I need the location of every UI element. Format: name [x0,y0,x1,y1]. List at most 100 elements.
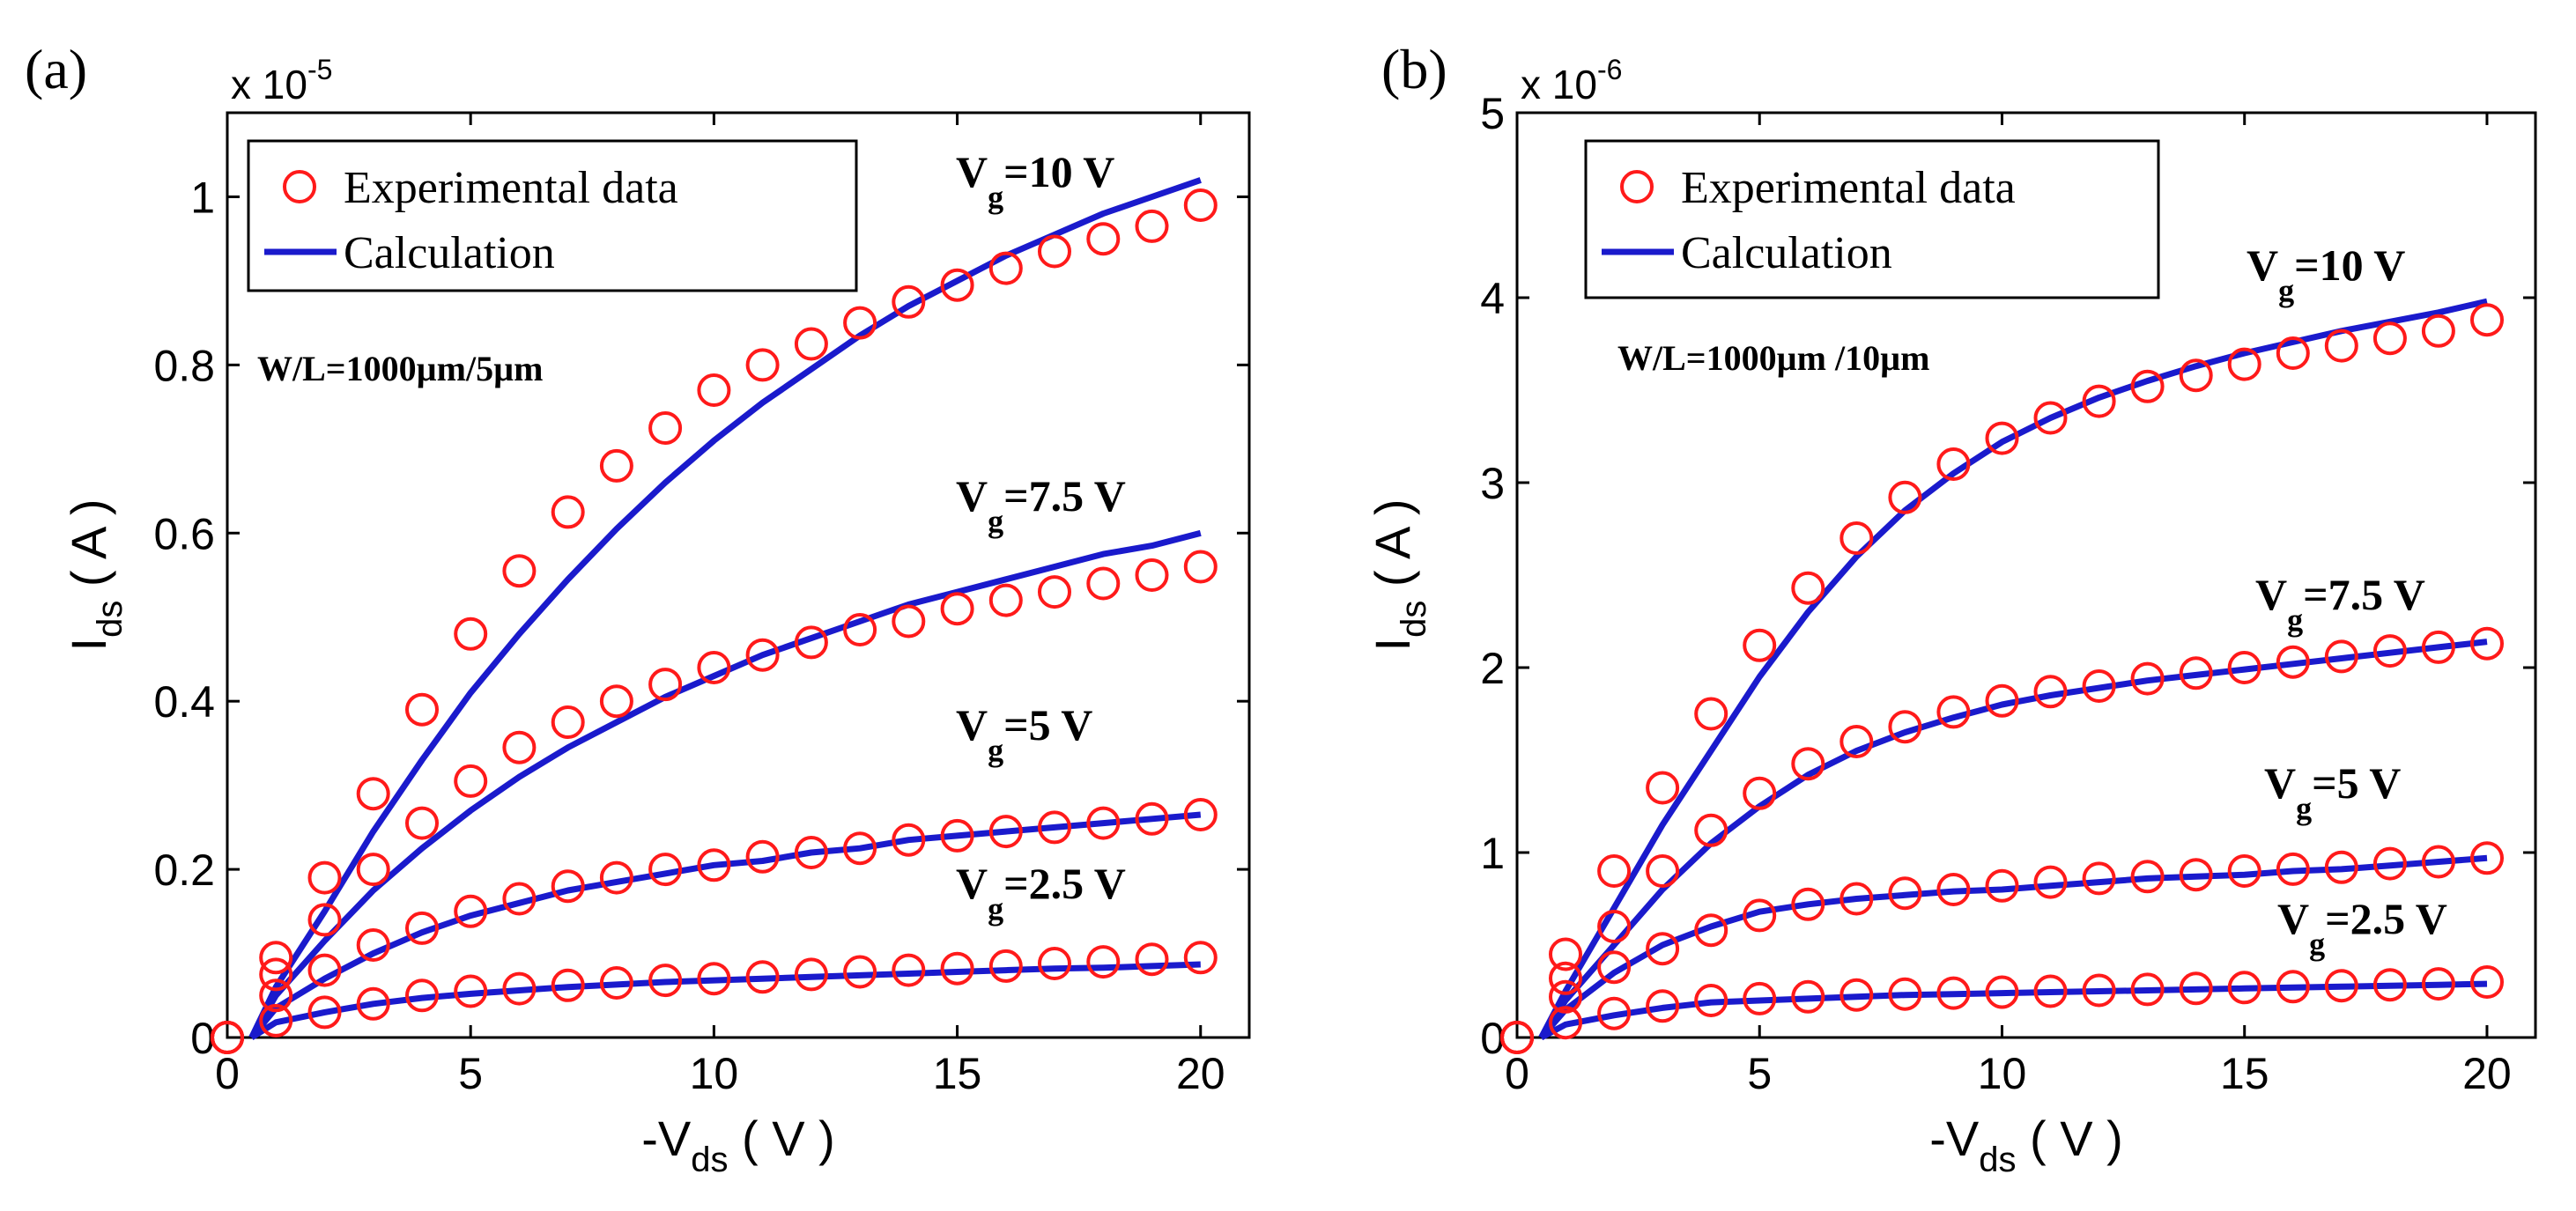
experimental-point [1086,945,1121,979]
curve-label-main: V [956,147,988,196]
experimental-point [502,730,537,764]
experimental-point [2082,669,2116,703]
curve-label-sub: g [988,180,1003,215]
experimental-point [794,836,828,869]
experimental-point [1888,876,1922,911]
x-axis-label-unit: ( V ) [2016,1111,2122,1166]
experimental-point [2470,626,2504,661]
experimental-point [745,638,780,672]
experimental-point [1086,806,1121,840]
y-axis-label-unit: ( A ) [1365,499,1420,601]
experimental-point [892,284,926,319]
experimental-point [988,583,1023,617]
experimental-point [2372,846,2407,881]
y-axis-label-sub: ds [1395,601,1433,638]
experimental-point [2130,369,2165,403]
experimental-point [697,373,731,407]
experimental-point [1791,979,1825,1014]
experimental-point [1135,558,1169,592]
y-tick-label: 1 [190,173,215,222]
experimental-point [1086,222,1121,256]
experimental-point [599,860,633,895]
curve-label-sub: g [988,733,1003,768]
curve-label-main: V [956,700,988,749]
experimental-point [1038,234,1071,269]
experimental-point [1183,941,1218,975]
x-tick-label: 20 [2462,1049,2512,1098]
experimental-point [1086,566,1121,601]
experimental-point [2470,841,2504,875]
experimental-point [1839,521,1874,555]
curve-label-sub: g [988,891,1003,927]
experimental-point [307,995,342,1030]
y-axis-label: Ids ( A ) [61,499,130,652]
curve-label-rest: =10 V [1003,147,1114,196]
experimental-point [307,860,342,895]
legend-label-calculation: Calculation [344,228,555,278]
experimental-point [794,625,828,660]
experimental-point [2082,861,2116,896]
calculation-line-4 [249,961,1201,1040]
experimental-point [843,955,877,989]
experimental-point [940,268,974,302]
experimental-point [259,1003,293,1037]
experimental-point [1597,910,1632,943]
legend-label-calculation: Calculation [1681,228,1892,278]
experimental-point [2276,970,2310,1004]
experimental-point [1646,771,1680,805]
experimental-point [307,953,342,987]
calculation-line-3 [1538,854,2488,1040]
experimental-point [2324,969,2358,1003]
experimental-point [405,978,439,1013]
x-tick-label: 20 [1176,1049,1225,1098]
x-tick-label: 10 [690,1049,739,1098]
experimental-point [892,604,926,639]
curve-label-sub: g [988,504,1003,539]
x-axis-label-sub: ds [691,1141,728,1179]
experimental-point [843,306,877,340]
curve-label-rest: =7.5 V [1003,471,1126,521]
experimental-point [843,613,877,646]
experimental-point [1888,710,1922,744]
legend: Experimental data Calculation [247,139,858,292]
curve-label-rest: =7.5 V [2303,570,2425,619]
experimental-point [1135,801,1169,836]
y-tick-label: 0.8 [153,341,215,390]
experimental-point [1839,725,1874,758]
experimental-point [211,1021,244,1054]
experimental-point [454,764,488,798]
experimental-point [1500,1021,1534,1054]
experimental-point [2324,850,2358,884]
experimental-point [599,448,633,483]
experimental-point [307,903,342,937]
experimental-point [1549,1006,1582,1040]
x-tick-label: 5 [1747,1049,1772,1098]
experimental-point [2421,630,2455,664]
experimental-point [1694,913,1728,948]
experimental-point [259,978,293,1013]
panel-label: (b) [1381,38,1447,100]
curve-label: Vg=10 V [956,147,1114,215]
calculation-line-2 [248,529,1202,1039]
experimental-point [2324,639,2358,674]
curve-label-rest: =5 V [2312,758,2401,808]
y-tick-label: 4 [1480,274,1505,323]
experimental-point [1985,868,2019,903]
curve-label-main: V [2247,240,2278,290]
experimental-point [1936,873,1971,906]
experimental-point [1888,977,1922,1011]
y-axis-label-sub: ds [91,601,130,638]
experimental-point [259,941,293,975]
experimental-point [599,684,633,719]
experimental-point [1646,932,1680,966]
experimental-point [1694,813,1728,847]
curve-label-main: V [2264,758,2296,808]
y-axis-label: Ids ( A ) [1365,499,1433,652]
experimental-point [551,495,585,529]
experimental-point [2130,860,2165,894]
experimental-point [2179,858,2213,892]
experimental-point [1839,882,1874,916]
x-axis-label: -Vds ( V ) [641,1111,835,1179]
x-axis-label-sub: ds [1979,1141,2016,1179]
